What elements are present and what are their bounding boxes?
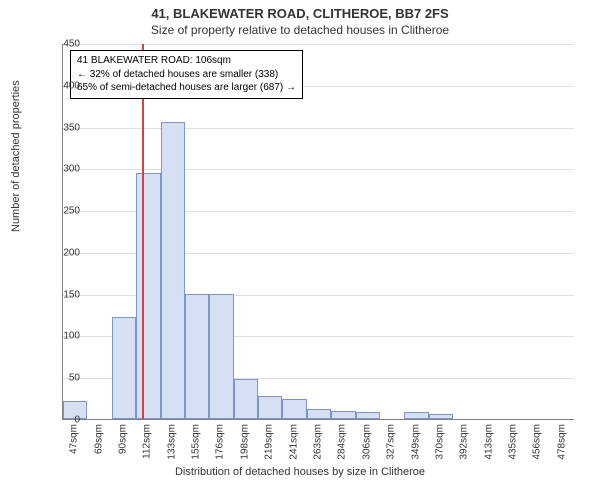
y-tick-label: 50 bbox=[50, 373, 80, 384]
histogram-bar bbox=[136, 173, 160, 419]
y-axis-label: Number of detached properties bbox=[10, 80, 22, 232]
x-tick-label: 284sqm bbox=[337, 424, 348, 460]
y-tick-label: 400 bbox=[50, 80, 80, 91]
y-tick-label: 100 bbox=[50, 331, 80, 342]
x-tick-label: 478sqm bbox=[556, 424, 567, 460]
histogram-bar bbox=[185, 294, 209, 419]
x-tick-label: 456sqm bbox=[532, 424, 543, 460]
annotation-line-1: 41 BLAKEWATER ROAD: 106sqm bbox=[77, 54, 296, 68]
x-axis-label: Distribution of detached houses by size … bbox=[0, 466, 600, 478]
histogram-bar bbox=[161, 122, 185, 419]
x-tick-label: 435sqm bbox=[508, 424, 519, 460]
gridline bbox=[63, 169, 574, 170]
x-tick-label: 413sqm bbox=[483, 424, 494, 460]
x-tick-label: 392sqm bbox=[459, 424, 470, 460]
histogram-bar bbox=[429, 414, 453, 419]
x-tick-label: 241sqm bbox=[288, 424, 299, 460]
x-tick-label: 198sqm bbox=[239, 424, 250, 460]
annotation-box: 41 BLAKEWATER ROAD: 106sqm ← 32% of deta… bbox=[70, 50, 303, 99]
histogram-bar bbox=[282, 399, 306, 419]
annotation-line-2: ← 32% of detached houses are smaller (33… bbox=[77, 68, 296, 82]
x-tick-label: 133sqm bbox=[166, 424, 177, 460]
plot-area bbox=[62, 44, 574, 420]
x-tick-label: 47sqm bbox=[69, 424, 80, 454]
x-tick-label: 69sqm bbox=[93, 424, 104, 454]
x-tick-label: 176sqm bbox=[215, 424, 226, 460]
x-tick-label: 112sqm bbox=[142, 424, 153, 459]
histogram-bar bbox=[331, 411, 355, 419]
y-tick-label: 350 bbox=[50, 122, 80, 133]
histogram-bar bbox=[307, 409, 331, 419]
page-title: 41, BLAKEWATER ROAD, CLITHEROE, BB7 2FS bbox=[0, 0, 600, 21]
x-tick-label: 327sqm bbox=[386, 424, 397, 460]
x-tick-label: 349sqm bbox=[410, 424, 421, 460]
histogram-bar bbox=[209, 294, 233, 419]
gridline bbox=[63, 128, 574, 129]
y-tick-label: 200 bbox=[50, 247, 80, 258]
histogram-bar bbox=[112, 317, 136, 419]
histogram-bar bbox=[404, 412, 428, 419]
y-tick-label: 300 bbox=[50, 164, 80, 175]
x-tick-label: 306sqm bbox=[361, 424, 372, 460]
property-marker-line bbox=[142, 44, 144, 419]
x-tick-label: 263sqm bbox=[313, 424, 324, 460]
chart-container: 41, BLAKEWATER ROAD, CLITHEROE, BB7 2FS … bbox=[0, 0, 600, 500]
x-tick-label: 219sqm bbox=[264, 424, 275, 460]
y-tick-label: 250 bbox=[50, 206, 80, 217]
annotation-line-3: 65% of semi-detached houses are larger (… bbox=[77, 81, 296, 95]
histogram-bar bbox=[258, 396, 282, 419]
histogram-bar bbox=[356, 412, 380, 419]
y-tick-label: 450 bbox=[50, 39, 80, 50]
x-tick-label: 90sqm bbox=[117, 424, 128, 454]
histogram-bar bbox=[234, 379, 258, 419]
y-tick-label: 150 bbox=[50, 289, 80, 300]
gridline bbox=[63, 44, 574, 45]
chart-area: 41 BLAKEWATER ROAD: 106sqm ← 32% of deta… bbox=[62, 44, 574, 420]
x-tick-label: 155sqm bbox=[191, 424, 202, 460]
x-tick-label: 370sqm bbox=[434, 424, 445, 460]
page-subtitle: Size of property relative to detached ho… bbox=[0, 21, 600, 41]
